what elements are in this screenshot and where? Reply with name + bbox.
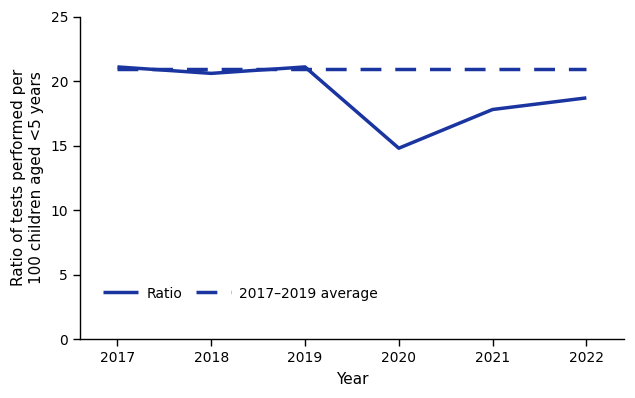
X-axis label: Year: Year [336, 372, 368, 387]
Ratio [395, 146, 403, 150]
Ratio [208, 71, 215, 76]
Y-axis label: Ratio of tests performed per
100 children aged <5 years: Ratio of tests performed per 100 childre… [11, 69, 44, 287]
Ratio [301, 64, 309, 69]
Ratio [582, 96, 590, 100]
Legend: Ratio, 2017–2019 average: Ratio, 2017–2019 average [98, 281, 384, 306]
Ratio [489, 107, 497, 112]
Ratio [114, 64, 121, 69]
Line: Ratio: Ratio [117, 67, 586, 148]
